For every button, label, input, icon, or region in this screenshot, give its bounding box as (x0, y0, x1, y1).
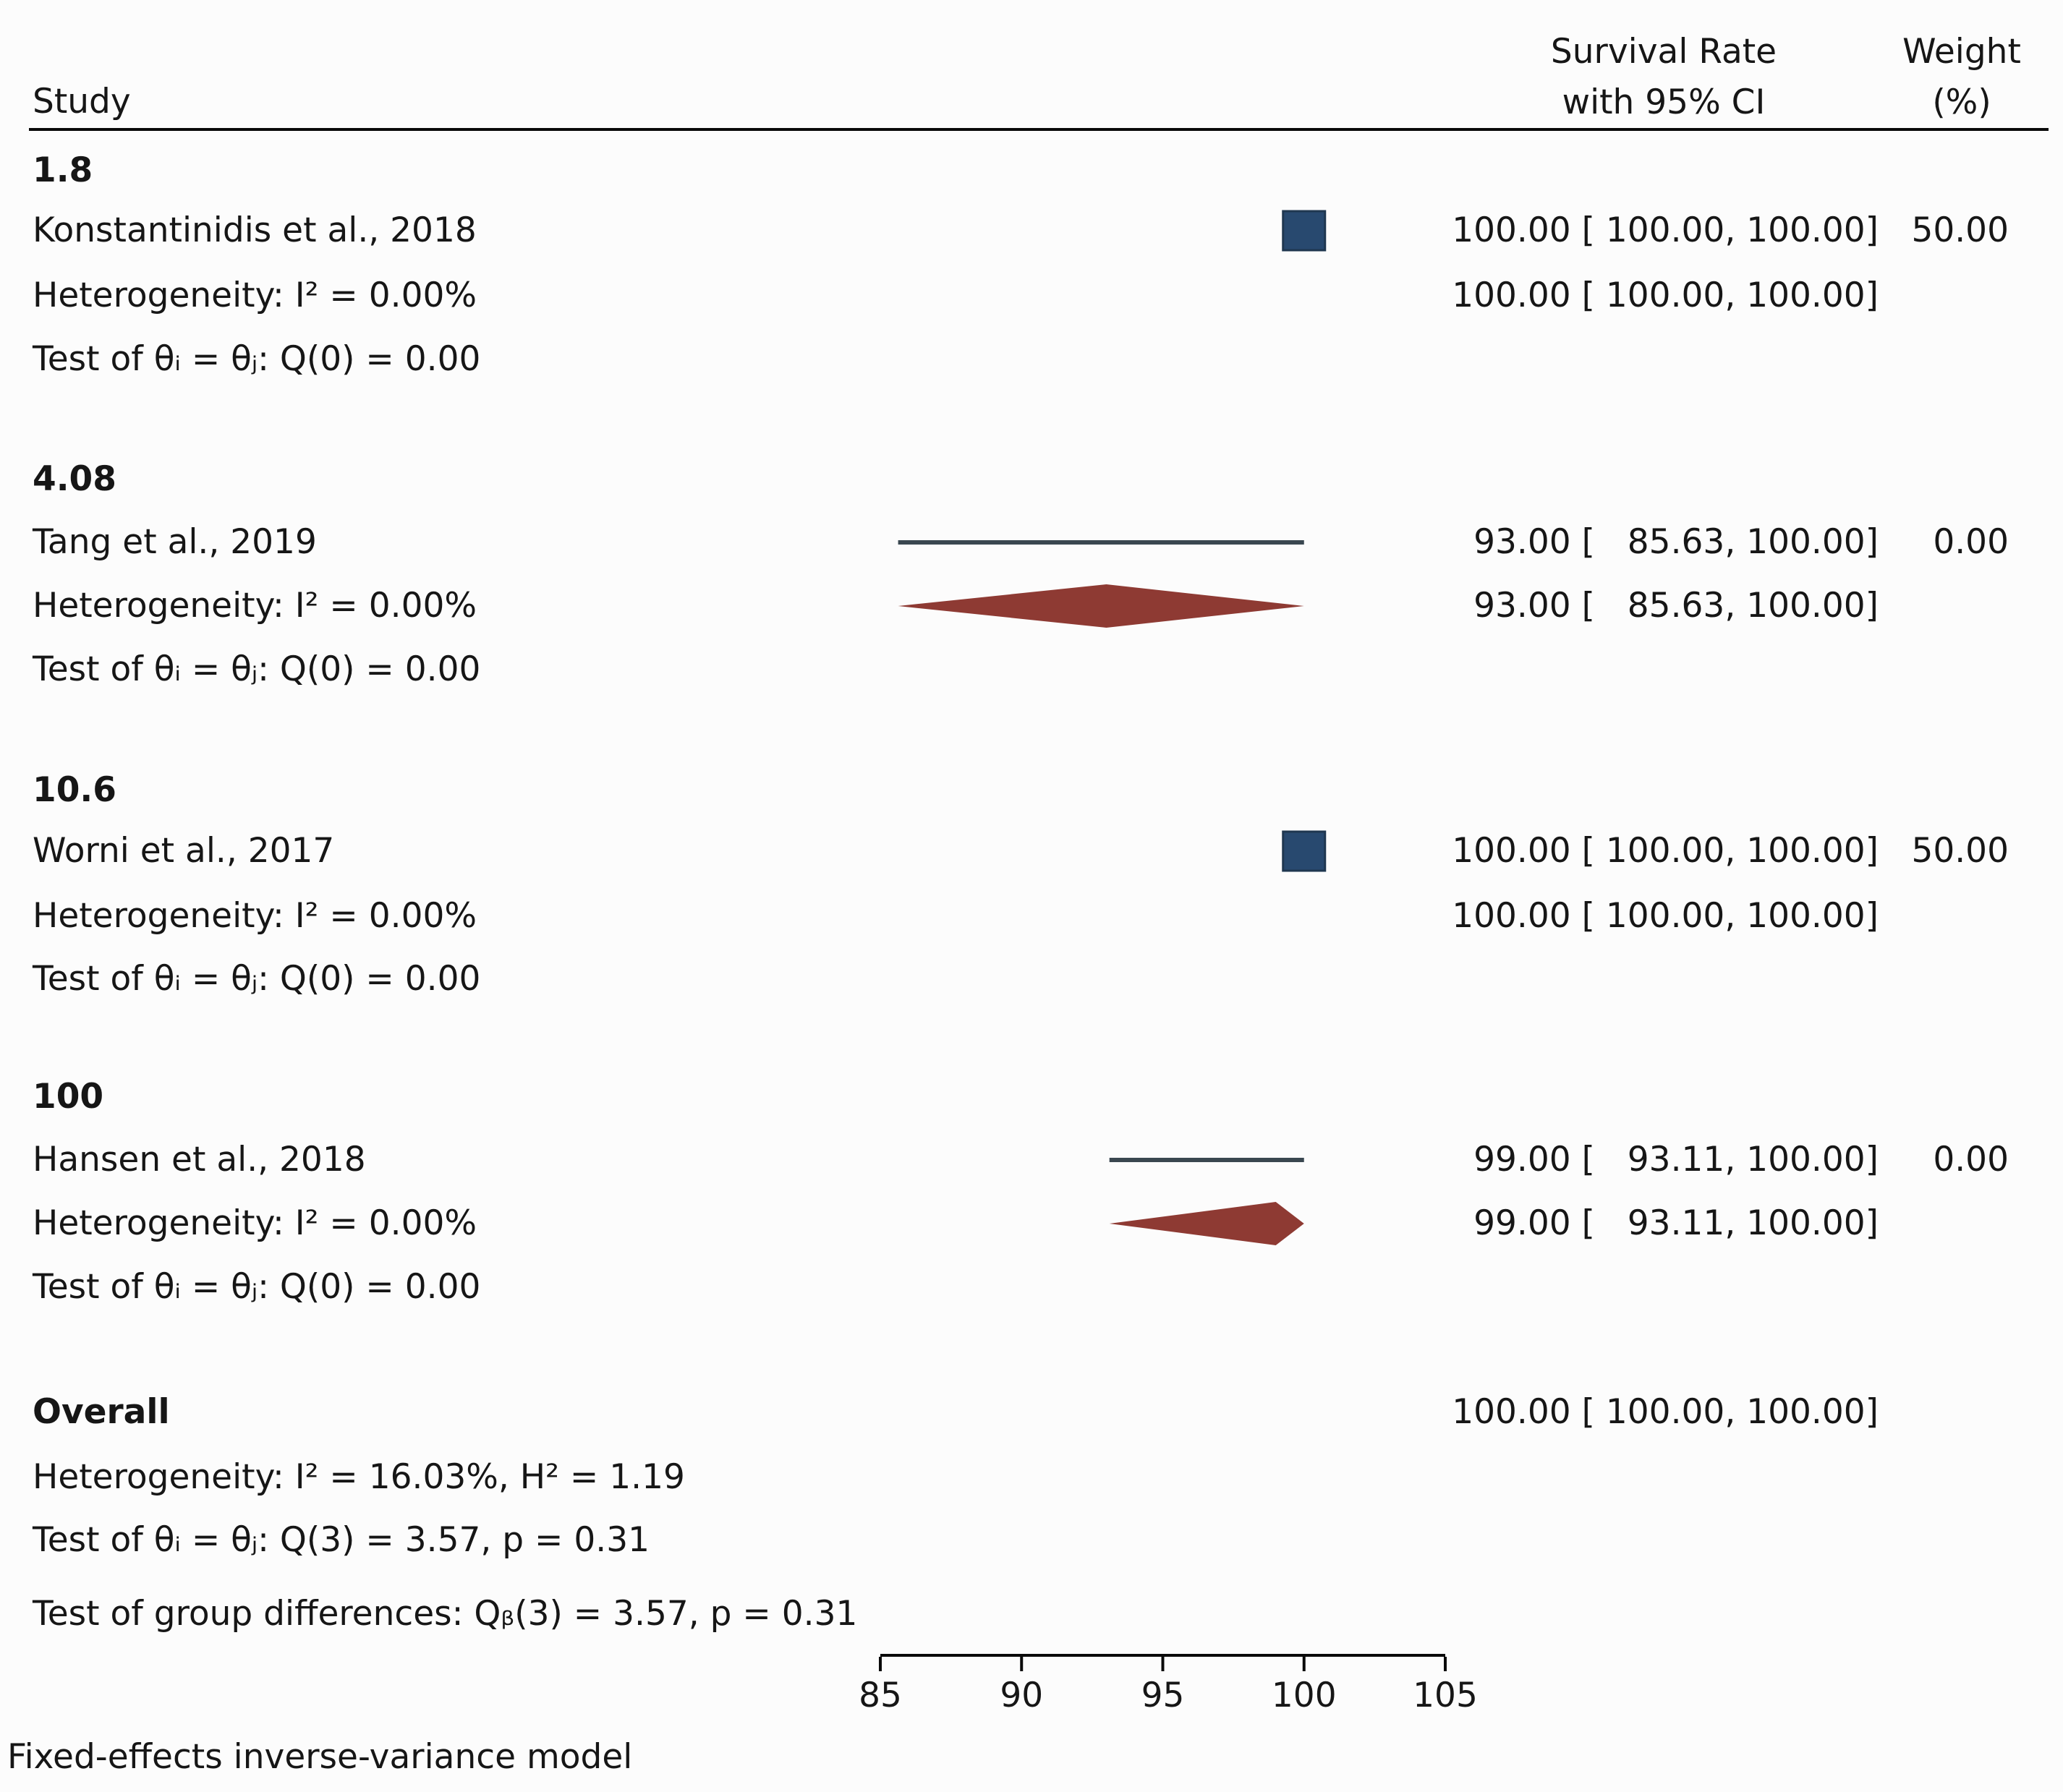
row-label: 100 (33, 1077, 104, 1117)
table-row: Overall 100.00 [ 100.00, 100.00] (0, 1379, 2063, 1446)
table-row: 100 (0, 1064, 2063, 1130)
row-label: 10.6 (33, 770, 116, 810)
table-row: Heterogeneity: I² = 16.03%, H² = 1.19 (0, 1444, 2063, 1511)
table-row: Test of θᵢ = θⱼ: Q(0) = 0.00 (0, 1254, 2063, 1320)
ci-line (1109, 1158, 1304, 1162)
x-axis-tick-label: 95 (1141, 1676, 1185, 1715)
table-row: Test of group differences: Qᵦ(3) = 3.57,… (0, 1581, 2063, 1647)
row-label: 4.08 (33, 459, 116, 499)
x-axis-line (880, 1654, 1445, 1657)
row-label: Test of θᵢ = θⱼ: Q(0) = 0.00 (33, 649, 481, 689)
table-row: Test of θᵢ = θⱼ: Q(3) = 3.57, p = 0.31 (0, 1507, 2063, 1574)
row-label: Hansen et al., 2018 (33, 1140, 366, 1179)
table-row: 10.6 (0, 757, 2063, 824)
x-axis-tick (1302, 1657, 1306, 1671)
row-label: Heterogeneity: I² = 16.03%, H² = 1.19 (33, 1457, 685, 1497)
row-label: Konstantinidis et al., 2018 (33, 210, 477, 250)
table-row: Hansen et al., 2018 99.00 [ 93.11, 100.0… (0, 1127, 2063, 1193)
table-row: 4.08 (0, 446, 2063, 513)
column-header-effect-line2: with 95% CI (1562, 82, 1766, 122)
effect-ci-value: 93.00 [ 85.63, 100.00] (1452, 522, 1879, 562)
table-row: Heterogeneity: I² = 0.00% 100.00 [ 100.0… (0, 883, 2063, 950)
weight-value: 50.00 (1911, 831, 2009, 871)
column-header-study: Study (33, 82, 131, 121)
effect-ci-value: 100.00 [ 100.00, 100.00] (1452, 831, 1879, 871)
column-header-weight-line1: Weight (1902, 32, 2021, 72)
table-row: Test of θᵢ = θⱼ: Q(0) = 0.00 (0, 326, 2063, 393)
table-row: Test of θᵢ = θⱼ: Q(0) = 0.00 (0, 636, 2063, 703)
ci-square-marker (1282, 830, 1327, 872)
effect-ci-value: 93.00 [ 85.63, 100.00] (1452, 586, 1879, 626)
x-axis-tick-label: 100 (1271, 1676, 1337, 1715)
ci-square-marker (1282, 210, 1327, 252)
effect-ci-value: 100.00 [ 100.00, 100.00] (1452, 1392, 1879, 1432)
table-row: Konstantinidis et al., 2018 100.00 [ 100… (0, 197, 2063, 264)
weight-value: 0.00 (1933, 1140, 2009, 1179)
table-row: Heterogeneity: I² = 0.00% 93.00 [ 85.63,… (0, 573, 2063, 639)
x-axis-tick (1444, 1657, 1447, 1671)
model-note: Fixed-effects inverse-variance model (7, 1737, 633, 1777)
summary-diamond (898, 584, 1304, 628)
table-row: Heterogeneity: I² = 0.00% 100.00 [ 100.0… (0, 263, 2063, 329)
row-label: Heterogeneity: I² = 0.00% (33, 586, 477, 626)
row-label: Test of θᵢ = θⱼ: Q(0) = 0.00 (33, 339, 481, 379)
weight-value: 0.00 (1933, 522, 2009, 562)
table-row: Heterogeneity: I² = 0.00% 99.00 [ 93.11,… (0, 1190, 2063, 1257)
header-separator (29, 128, 2049, 131)
x-axis-tick (1161, 1657, 1165, 1671)
row-label: Heterogeneity: I² = 0.00% (33, 896, 477, 936)
row-label: Test of θᵢ = θⱼ: Q(3) = 3.57, p = 0.31 (33, 1520, 650, 1560)
row-label: Tang et al., 2019 (33, 522, 317, 562)
x-axis-tick (879, 1657, 882, 1671)
row-label: Worni et al., 2017 (33, 831, 335, 871)
effect-ci-value: 100.00 [ 100.00, 100.00] (1452, 210, 1879, 250)
x-axis-tick-label: 105 (1413, 1676, 1478, 1715)
column-header-effect-line1: Survival Rate (1550, 32, 1777, 72)
effect-ci-value: 99.00 [ 93.11, 100.00] (1452, 1140, 1879, 1179)
x-axis-tick (1020, 1657, 1024, 1671)
effect-ci-value: 100.00 [ 100.00, 100.00] (1452, 896, 1879, 936)
summary-diamond (1109, 1202, 1304, 1245)
row-label: Test of θᵢ = θⱼ: Q(0) = 0.00 (33, 1267, 481, 1307)
effect-ci-value: 99.00 [ 93.11, 100.00] (1452, 1203, 1879, 1243)
table-row: Worni et al., 2017 100.00 [ 100.00, 100.… (0, 818, 2063, 884)
row-label: Overall (33, 1392, 170, 1432)
table-row: Test of θᵢ = θⱼ: Q(0) = 0.00 (0, 946, 2063, 1012)
row-label: Heterogeneity: I² = 0.00% (33, 276, 477, 315)
row-label: Heterogeneity: I² = 0.00% (33, 1203, 477, 1243)
table-row: 1.8 (0, 137, 2063, 204)
x-axis-tick-label: 85 (859, 1676, 902, 1715)
ci-line (898, 540, 1304, 545)
x-axis-tick-label: 90 (1000, 1676, 1044, 1715)
row-label: Test of θᵢ = θⱼ: Q(0) = 0.00 (33, 959, 481, 999)
table-row: Tang et al., 2019 93.00 [ 85.63, 100.00]… (0, 509, 2063, 576)
row-label: 1.8 (33, 150, 93, 190)
column-header-weight-line2: (%) (1932, 82, 1991, 122)
row-label: Test of group differences: Qᵦ(3) = 3.57,… (33, 1594, 858, 1634)
effect-ci-value: 100.00 [ 100.00, 100.00] (1452, 276, 1879, 315)
weight-value: 50.00 (1911, 210, 2009, 250)
